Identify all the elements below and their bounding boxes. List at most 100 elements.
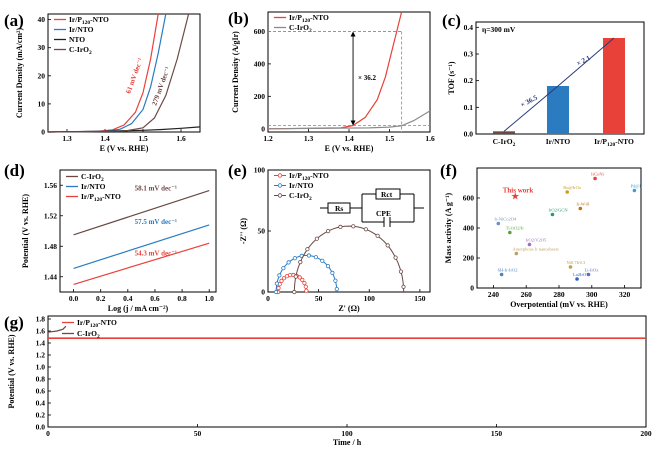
- data-point: [281, 266, 286, 271]
- y-axis-label: Current Density (mA/cm²): [15, 28, 24, 119]
- series-line: [73, 224, 210, 269]
- data-point: [593, 176, 597, 181]
- y-tick-label: 600: [254, 27, 266, 36]
- point-label: IrO2/GCN: [548, 208, 568, 213]
- data-point: [575, 277, 579, 281]
- data-point: [305, 247, 310, 252]
- y-axis-label: TOF (s⁻¹): [447, 61, 456, 94]
- circuit-label: CPE: [376, 209, 391, 218]
- legend-entry: Ir/NTO: [81, 182, 106, 191]
- x-tick-label: Ir/P120-NTO: [594, 137, 634, 148]
- point-label: IrO2/V2O5: [525, 238, 546, 243]
- data-point: [375, 233, 380, 238]
- y-tick-label: 0: [41, 128, 45, 137]
- y-tick-label: 0.3: [464, 50, 474, 59]
- data-point: [578, 206, 583, 211]
- legend-entry: NTO: [69, 35, 85, 44]
- x-tick-label: 0: [46, 429, 50, 438]
- chart-f: 240 260 280 300 320 0 200 400 600 Overpotential (…: [444, 167, 643, 309]
- x-axis-label: E (V vs. RHE): [100, 144, 149, 153]
- y-tick-label: 0.2: [464, 76, 474, 85]
- data-point: [565, 190, 569, 194]
- y-tick-label: 1.52: [44, 211, 57, 220]
- y-tick-label: 1.8: [36, 315, 46, 324]
- plot-frame: [59, 169, 217, 293]
- chart-d: 0.0 0.2 0.4 0.6 0.8 1.0 1.44 1.48 1.52 1.56 Log (j…: [21, 169, 217, 313]
- legend-entry: Ir/P120-NTO: [81, 192, 121, 203]
- x-tick-label: 0.6: [150, 294, 160, 303]
- data-point: [351, 224, 356, 229]
- data-point: [333, 278, 338, 283]
- data-point: [334, 286, 339, 292]
- x-axis-label: E (V vs. RHE): [325, 144, 374, 153]
- y-axis-label: -Z'' (Ω): [239, 218, 248, 245]
- x-tick-label: 280: [553, 290, 565, 299]
- data-point: [363, 227, 368, 232]
- point-label: Amorphous Ir nanosheets: [512, 247, 558, 252]
- x-tick-label: 200: [640, 429, 652, 438]
- data-point: [508, 230, 512, 235]
- data-point: [338, 224, 343, 229]
- data-point: [303, 284, 308, 289]
- circuit-label: Rs: [335, 204, 343, 213]
- slope-annotation: 58.1 mV dec⁻¹: [135, 185, 177, 193]
- x-tick-label: 320: [619, 290, 631, 299]
- ratio-annotation: × 36.2: [358, 74, 376, 82]
- data-point: [632, 188, 637, 193]
- y-tick-label: 30: [38, 43, 46, 52]
- series-line: [73, 242, 210, 285]
- x-tick-label: 1.6: [176, 134, 186, 143]
- data-point: [302, 280, 307, 286]
- data-point: [393, 255, 398, 260]
- arrow-head: [350, 120, 356, 126]
- series-line: [47, 13, 159, 133]
- slope-annotation: 54.3 mV dec⁻¹: [135, 249, 177, 257]
- legend-entry: Ir/NTO: [289, 181, 314, 190]
- data-point: [300, 277, 305, 282]
- panel-label-a: (a): [4, 11, 24, 30]
- panel-label-b: (b): [228, 9, 249, 28]
- legend-entry: C-IrO2: [289, 191, 312, 202]
- x-tick-label: 1.4: [344, 134, 354, 143]
- circuit-label: Rct: [381, 190, 393, 199]
- x-tick-label: 0.8: [177, 294, 187, 303]
- bar: [493, 131, 515, 134]
- bar: [547, 86, 569, 134]
- arrow-head: [350, 31, 356, 37]
- y-tick-label: 400: [463, 224, 475, 233]
- x-axis-label: Time / h: [333, 438, 362, 447]
- data-point: [499, 272, 504, 277]
- data-point: [292, 256, 297, 261]
- x-tick-label: 0.2: [96, 294, 106, 303]
- data-point: [293, 274, 298, 279]
- data-point: [514, 251, 519, 256]
- data-point: [527, 242, 532, 247]
- data-point: [401, 284, 406, 289]
- data-point: [568, 265, 573, 269]
- ratio-annotation: × 2.1: [575, 54, 592, 68]
- data-point: [330, 270, 335, 275]
- y-axis-label: Mass activity (A g⁻¹): [444, 192, 453, 263]
- y-tick-label: 0.0: [36, 423, 46, 432]
- bar: [603, 38, 625, 134]
- y-tick-label: 0.0: [464, 130, 474, 139]
- legend-entry: Ir/P120-NTO: [289, 13, 329, 24]
- series-line: [267, 110, 431, 130]
- x-axis-label: Z' (Ω): [338, 304, 360, 313]
- y-tick-label: 0.6: [36, 387, 46, 396]
- series-line: [47, 325, 67, 333]
- point-label: Ir-NiCo2O4: [494, 217, 517, 222]
- panel-label-c: (c): [442, 11, 461, 30]
- point-label: This work: [503, 187, 534, 195]
- legend-marker: [277, 193, 283, 198]
- data-point: [287, 272, 293, 278]
- legend-entry: C-IrO2: [69, 45, 92, 56]
- panel-label-d: (d): [4, 161, 25, 180]
- legend-entry: Ir/P120-NTO: [77, 318, 117, 329]
- point-label: Pd@Ir: [630, 184, 642, 189]
- slope-annotation: 61 mV dec⁻¹: [124, 57, 144, 95]
- data-point: [325, 229, 331, 234]
- point-label: Ti-IrO2/Ir: [506, 226, 525, 231]
- y-tick-label: 20: [38, 71, 46, 80]
- data-point: [273, 289, 279, 295]
